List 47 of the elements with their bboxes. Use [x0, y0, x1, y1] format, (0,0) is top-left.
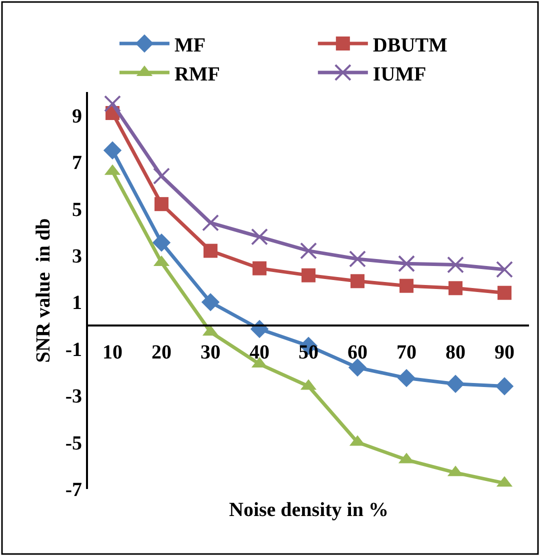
point [495, 377, 514, 396]
y-tick-label: -5 [65, 432, 82, 454]
point [103, 141, 122, 160]
point [104, 95, 121, 112]
y-tick-label: 7 [72, 152, 82, 174]
x-tick-label: 20 [152, 342, 172, 364]
point [204, 244, 218, 258]
point [350, 274, 364, 288]
y-tick-label: -7 [65, 479, 82, 501]
point [201, 293, 220, 312]
point [152, 234, 171, 252]
point [348, 358, 367, 377]
point [498, 286, 512, 300]
legend-label: IUMF [372, 63, 426, 86]
y-tick-label: 9 [72, 105, 82, 128]
legend-label: RMF [174, 63, 220, 86]
point [252, 261, 266, 276]
x-tick-label: 40 [250, 342, 270, 364]
point [153, 168, 170, 185]
x-tick-label: 90 [494, 342, 514, 364]
y-tick-label: 5 [72, 198, 82, 221]
point [202, 214, 219, 232]
point [154, 197, 168, 212]
point [447, 256, 464, 274]
x-tick-label: 80 [446, 342, 466, 364]
point [300, 242, 317, 260]
y-tick-label: -1 [65, 338, 82, 361]
point [397, 368, 416, 388]
point [302, 268, 316, 282]
point [349, 250, 366, 268]
x-tick-label: 10 [102, 342, 122, 364]
point [496, 260, 513, 278]
point [398, 255, 415, 272]
legend-label: DBUTM [372, 34, 448, 56]
x-tick-label: 60 [348, 342, 368, 364]
y-tick-label: 3 [72, 245, 82, 268]
x-tick-label: 70 [396, 342, 416, 364]
point [446, 374, 465, 394]
x-axis-title: Noise density in % [229, 499, 388, 521]
y-axis-title: SNR value in db [32, 218, 54, 363]
x-tick-label: 30 [200, 342, 220, 364]
point [448, 281, 462, 296]
point [251, 228, 268, 246]
legend-label: MF [174, 34, 206, 56]
point [400, 278, 414, 293]
y-tick-label: -3 [65, 386, 82, 408]
y-tick-label: 1 [72, 292, 82, 314]
